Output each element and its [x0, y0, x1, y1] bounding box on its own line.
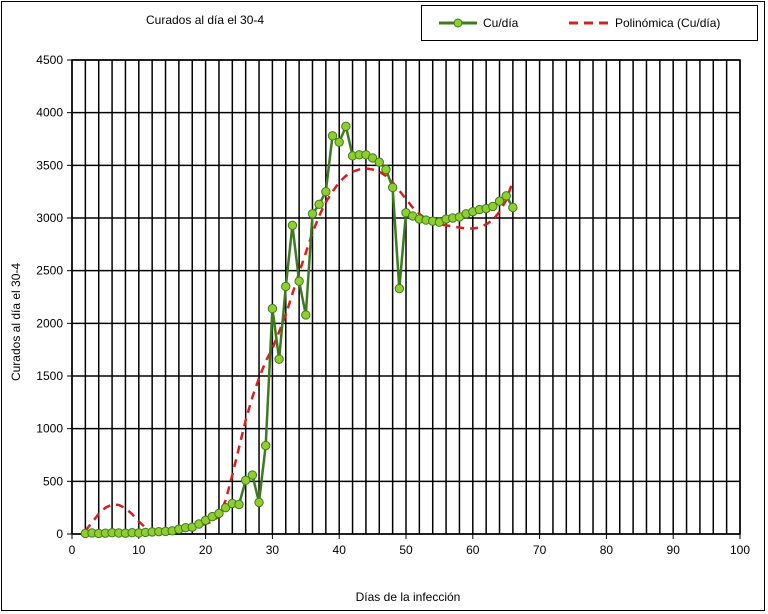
data-point-cudia — [267, 303, 278, 314]
y-tick-label: 4000 — [36, 106, 63, 120]
x-tick-label: 50 — [399, 543, 413, 557]
legend-marker-cudia — [453, 18, 463, 28]
data-point-cudia — [287, 220, 298, 231]
x-tick-label: 10 — [132, 543, 146, 557]
x-tick-label: 30 — [266, 543, 280, 557]
data-point-cudia — [327, 131, 338, 141]
y-tick-label: 3500 — [36, 158, 63, 172]
data-point-cudia — [367, 153, 378, 163]
data-point-cudia — [234, 499, 244, 510]
data-point-cudia — [254, 497, 264, 508]
data-point-cudia — [381, 164, 391, 175]
data-point-cudia — [374, 157, 384, 167]
data-point-cudia — [301, 310, 311, 320]
data-point-cudia — [314, 199, 324, 210]
x-tick-label: 60 — [466, 543, 480, 557]
legend-swatches — [439, 18, 609, 28]
legend-label-polinomica: Polinómica (Cu/día) — [615, 16, 721, 30]
data-point-cudia — [501, 191, 511, 201]
y-tick-label: 2500 — [36, 264, 63, 278]
y-tick-label: 0 — [56, 527, 63, 541]
data-point-cudia — [387, 182, 398, 193]
y-tick-label: 500 — [43, 474, 63, 488]
y-tick-label: 1500 — [36, 369, 63, 383]
data-point-cudia — [488, 201, 498, 212]
data-point-cudia — [281, 281, 291, 292]
chart-title: Curados al día el 30-4 — [146, 13, 265, 27]
data-point-cudia — [341, 121, 351, 132]
y-tick-label: 1000 — [36, 422, 63, 436]
x-tick-label: 40 — [333, 543, 347, 557]
data-point-cudia — [321, 186, 331, 197]
data-point-cudia — [261, 440, 271, 451]
data-point-cudia — [294, 276, 304, 286]
data-point-cudia — [247, 470, 258, 480]
legend: Cu/día Polinómica (Cu/día) — [421, 5, 758, 41]
legend-label-cudia: Cu/día — [483, 16, 519, 30]
x-tick-label: 90 — [667, 543, 681, 557]
data-point-cudia — [334, 137, 344, 147]
data-point-cudia — [240, 475, 251, 485]
x-tick-label: 70 — [533, 543, 547, 557]
x-tick-label: 80 — [600, 543, 614, 557]
data-point-cudia — [307, 209, 318, 219]
data-point-cudia — [274, 354, 284, 364]
x-axis-label: Días de la infección — [355, 590, 461, 604]
data-point-cudia — [494, 196, 505, 206]
y-tick-label: 3000 — [36, 211, 63, 225]
data-point-cudia — [508, 202, 518, 213]
data-point-cudia — [214, 508, 224, 519]
data-point-cudia — [394, 283, 405, 294]
y-tick-label: 4500 — [36, 53, 63, 67]
x-tick-label: 100 — [730, 543, 750, 557]
y-tick-label: 2000 — [36, 316, 63, 330]
x-tick-label: 0 — [69, 543, 76, 557]
data-point-cudia — [220, 502, 231, 513]
x-tick-label: 20 — [199, 543, 213, 557]
